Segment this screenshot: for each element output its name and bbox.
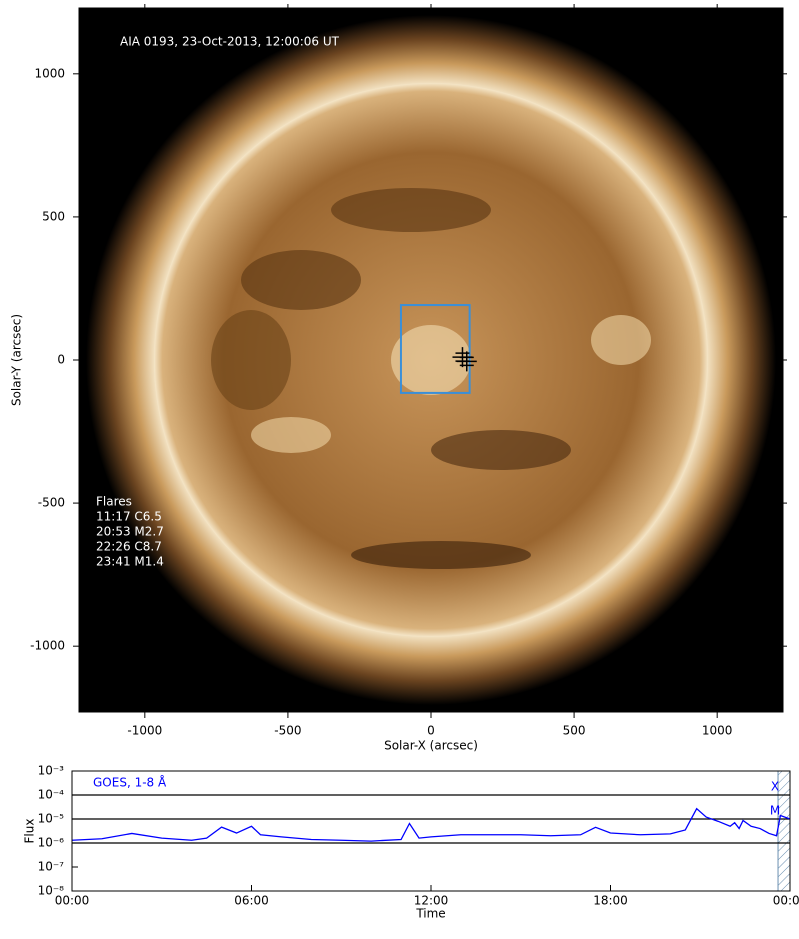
y-tick-label: 500 xyxy=(42,209,65,223)
y-tick-label: -500 xyxy=(38,496,65,510)
x-tick-label: 06:00 xyxy=(234,894,269,908)
flare-entry: 20:53 M2.7 xyxy=(96,525,164,539)
x-tick-label: 18:00 xyxy=(593,894,628,908)
y-tick-label: -1000 xyxy=(30,639,65,653)
y-tick-label: 1000 xyxy=(34,66,65,80)
y-tick-label: 0 xyxy=(57,353,65,367)
region-box xyxy=(399,304,471,394)
flares-title: Flares xyxy=(96,495,132,509)
disk-feature xyxy=(331,188,491,232)
flare-entry: 11:17 C6.5 xyxy=(96,510,162,524)
image-annotation: AIA 0193, 23-Oct-2013, 12:00:06 UT xyxy=(120,35,340,49)
disk-feature xyxy=(211,310,291,410)
flare-marker xyxy=(456,351,477,372)
flare-entry: 22:26 C8.7 xyxy=(96,540,162,554)
sun-image xyxy=(86,15,776,705)
y-tick-label: 10⁻³ xyxy=(38,764,65,778)
disk-feature xyxy=(391,325,471,395)
disk-feature xyxy=(351,541,531,569)
x-tick-label: 1000 xyxy=(702,724,733,738)
y-tick-label: 10⁻⁸ xyxy=(38,884,65,898)
x-span xyxy=(777,770,791,892)
class-label: M xyxy=(770,804,780,818)
y-axis-label: Flux xyxy=(23,819,37,844)
disk-feature xyxy=(591,315,651,365)
legend-entry: GOES, 1-8 Å xyxy=(93,775,167,790)
flare-entry: 23:41 M1.4 xyxy=(96,555,164,569)
x-axis-label: Time xyxy=(415,907,445,921)
y-tick-label: 10⁻⁷ xyxy=(38,860,65,874)
class-label: X xyxy=(771,780,779,794)
disk-feature xyxy=(251,417,331,453)
x-tick-label: 12:00 xyxy=(414,894,449,908)
flux-line xyxy=(71,807,791,842)
y-tick-label: 10⁻⁶ xyxy=(38,836,65,850)
disk-feature xyxy=(241,250,361,310)
plot-area xyxy=(72,771,790,891)
x-tick-label: 00:00 xyxy=(773,894,799,908)
x-tick-label: 00:00 xyxy=(55,894,90,908)
x-tick-label: 500 xyxy=(563,724,586,738)
y-tick-label: 10⁻⁴ xyxy=(38,788,65,802)
disk-feature xyxy=(431,430,571,470)
y-tick-label: 10⁻⁵ xyxy=(38,812,65,826)
x-tick-label: -500 xyxy=(274,724,301,738)
y-axis-label: Solar-Y (arcsec) xyxy=(10,314,24,406)
x-tick-label: 0 xyxy=(427,724,435,738)
x-axis-label: Solar-X (arcsec) xyxy=(384,739,478,753)
x-tick-label: -1000 xyxy=(127,724,162,738)
